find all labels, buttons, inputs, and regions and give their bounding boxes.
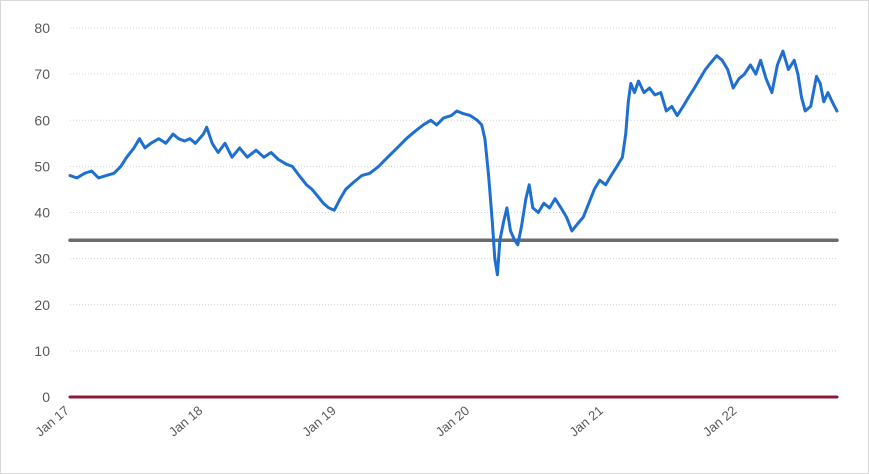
x-tick-label: Jan 18 bbox=[166, 403, 206, 440]
x-tick-label: Jan 17 bbox=[32, 403, 72, 440]
y-axis-tick-labels: 0 10 20 30 40 50 60 70 80 bbox=[34, 20, 50, 405]
x-tick-label: Jan 20 bbox=[433, 403, 473, 440]
x-axis-tick-labels: Jan 17 Jan 18 Jan 19 Jan 20 Jan 21 Jan 22 bbox=[32, 403, 739, 440]
y-tick-label: 40 bbox=[34, 205, 50, 221]
y-tick-label: 50 bbox=[34, 158, 50, 174]
y-tick-label: 70 bbox=[34, 66, 50, 82]
y-tick-label: 0 bbox=[42, 389, 50, 405]
y-tick-label: 30 bbox=[34, 251, 50, 267]
gridlines bbox=[70, 27, 837, 352]
x-tick-label: Jan 19 bbox=[299, 403, 339, 440]
y-tick-label: 20 bbox=[34, 297, 50, 313]
series-line-main bbox=[68, 49, 839, 277]
y-tick-label: 80 bbox=[34, 20, 50, 36]
y-tick-label: 60 bbox=[34, 112, 50, 128]
series-layer bbox=[68, 49, 839, 399]
x-tick-label: Jan 21 bbox=[566, 403, 606, 440]
y-tick-label: 10 bbox=[34, 343, 50, 359]
x-tick-label: Jan 22 bbox=[700, 403, 740, 440]
